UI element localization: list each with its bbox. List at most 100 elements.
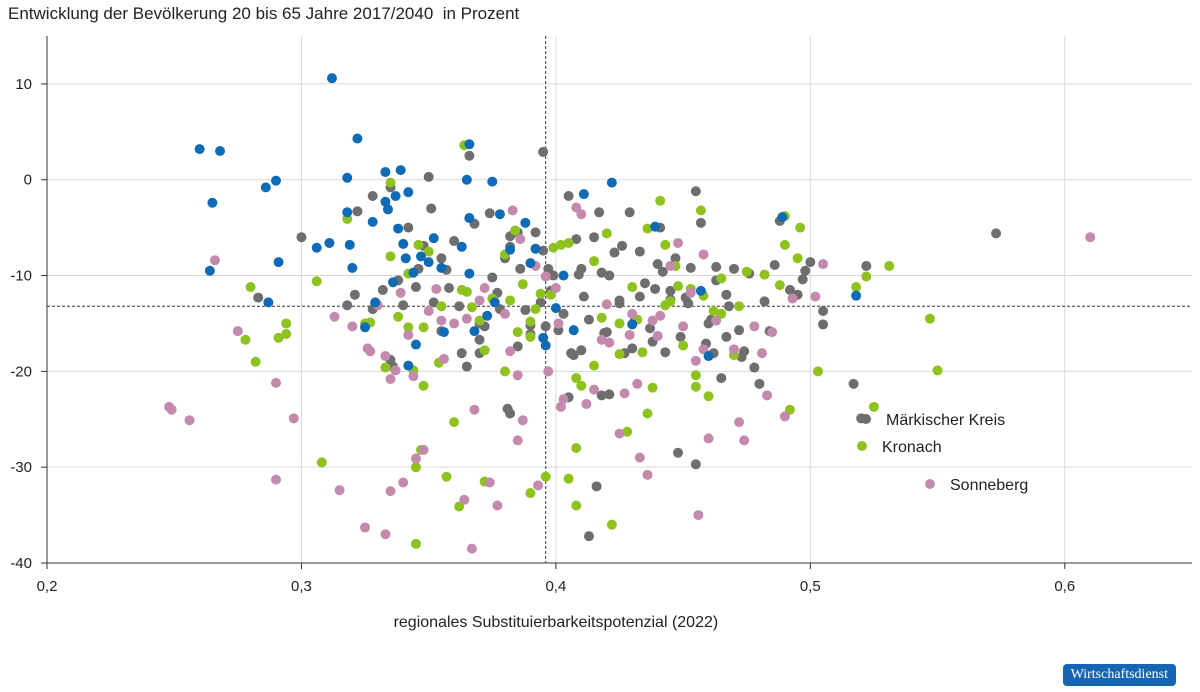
point-kronach xyxy=(466,302,477,313)
point-kronach xyxy=(250,356,261,367)
point-m-rkischer-kreis xyxy=(540,321,551,332)
tick-labels: 0,2 0,3 0,4 0,5 0,6 10 0 -10 -20 -30 -40 xyxy=(10,76,1075,595)
point-deutschland xyxy=(311,242,322,253)
point-deutschland xyxy=(578,189,589,200)
point-deutschland xyxy=(487,176,498,187)
point-kronach xyxy=(678,340,689,351)
point-kronach xyxy=(505,295,516,306)
point-m-rkischer-kreis xyxy=(253,292,264,303)
point-kronach xyxy=(316,457,327,468)
point-m-rkischer-kreis xyxy=(530,227,541,238)
point-sonneberg xyxy=(685,287,696,298)
point-sonneberg xyxy=(271,474,281,485)
point-kronach xyxy=(932,365,943,376)
point-kronach xyxy=(614,318,625,329)
point-deutschland xyxy=(380,196,391,207)
point-kronach xyxy=(385,177,396,188)
point-sonneberg xyxy=(408,371,419,382)
point-sonneberg xyxy=(423,305,434,316)
point-kronach xyxy=(792,253,803,264)
point-m-rkischer-kreis xyxy=(736,351,747,362)
point-m-rkischer-kreis xyxy=(617,240,628,251)
point-m-rkischer-kreis xyxy=(609,247,620,258)
point-sonneberg xyxy=(515,234,526,245)
point-kronach xyxy=(410,538,421,549)
point-kronach xyxy=(884,260,895,271)
point-kronach xyxy=(647,382,658,393)
point-m-rkischer-kreis xyxy=(578,291,589,302)
point-sonneberg xyxy=(698,249,709,260)
point-m-rkischer-kreis xyxy=(566,348,577,359)
point-m-rkischer-kreis xyxy=(818,319,829,330)
point-sonneberg xyxy=(492,500,503,511)
point-m-rkischer-kreis xyxy=(426,203,437,214)
point-deutschland xyxy=(347,262,358,273)
point-deutschland xyxy=(263,297,274,308)
point-sonneberg xyxy=(484,477,495,488)
point-m-rkischer-kreis xyxy=(558,308,569,319)
point-sonneberg xyxy=(395,287,406,298)
point-sonneberg xyxy=(729,344,739,355)
point-kronach xyxy=(690,370,701,381)
x-tick-label: 0,6 xyxy=(1054,578,1075,595)
point-sonneberg xyxy=(517,415,528,426)
point-m-rkischer-kreis xyxy=(754,378,765,389)
point-kronach xyxy=(734,301,745,312)
point-m-rkischer-kreis xyxy=(436,253,447,264)
point-sonneberg xyxy=(271,377,281,388)
brand-badge: Wirtschaftsdienst xyxy=(1062,664,1176,686)
point-sonneberg xyxy=(655,310,666,321)
point-sonneberg xyxy=(390,365,401,376)
point-m-rkischer-kreis xyxy=(576,345,587,356)
point-sonneberg xyxy=(779,411,790,422)
point-sonneberg xyxy=(749,321,760,332)
point-deutschland xyxy=(540,340,551,351)
point-m-rkischer-kreis xyxy=(800,265,811,276)
point-sonneberg xyxy=(665,260,676,271)
point-kronach xyxy=(540,471,551,482)
point-sonneberg xyxy=(398,477,409,488)
point-kronach xyxy=(779,239,790,250)
point-sonneberg xyxy=(461,313,472,324)
y-tick-label: -30 xyxy=(10,459,32,476)
point-m-rkischer-kreis xyxy=(377,284,388,295)
point-sonneberg xyxy=(553,318,564,329)
point-kronach xyxy=(861,271,872,282)
point-m-rkischer-kreis xyxy=(502,403,513,414)
point-deutschland xyxy=(400,253,411,264)
point-deutschland xyxy=(464,139,475,150)
point-kronach xyxy=(510,225,521,236)
point-kronach xyxy=(708,305,719,316)
point-m-rkischer-kreis xyxy=(729,263,739,274)
point-m-rkischer-kreis xyxy=(657,266,668,277)
point-kronach xyxy=(589,360,600,371)
point-deutschland xyxy=(568,325,579,336)
point-m-rkischer-kreis xyxy=(711,261,722,272)
x-axis-label: regionales Substituierbarkeitspotenzial … xyxy=(394,614,719,631)
point-m-rkischer-kreis xyxy=(604,270,615,281)
point-kronach xyxy=(642,408,653,419)
point-m-rkischer-kreis xyxy=(487,272,498,283)
point-sonneberg xyxy=(673,237,684,248)
point-m-rkischer-kreis xyxy=(721,331,732,342)
point-sonneberg xyxy=(474,295,485,306)
point-m-rkischer-kreis xyxy=(410,282,421,293)
point-m-rkischer-kreis xyxy=(797,274,808,285)
point-kronach xyxy=(281,328,292,339)
point-kronach xyxy=(449,417,460,428)
point-kronach xyxy=(245,282,256,293)
point-sonneberg xyxy=(543,366,554,377)
point-deutschland xyxy=(851,290,862,301)
point-kronach xyxy=(589,256,600,267)
point-m-rkischer-kreis xyxy=(454,301,465,312)
point-deutschland xyxy=(410,339,421,350)
point-kronach xyxy=(525,488,536,499)
y-tick-label: -40 xyxy=(10,555,32,572)
point-sonneberg xyxy=(360,522,371,533)
point-kronach xyxy=(240,334,251,345)
point-deutschland xyxy=(398,238,409,249)
point-sonneberg xyxy=(385,374,396,385)
legend-marker-m-rkischer-kreis xyxy=(861,414,871,424)
point-deutschland xyxy=(324,237,335,248)
point-deutschland xyxy=(416,251,427,262)
